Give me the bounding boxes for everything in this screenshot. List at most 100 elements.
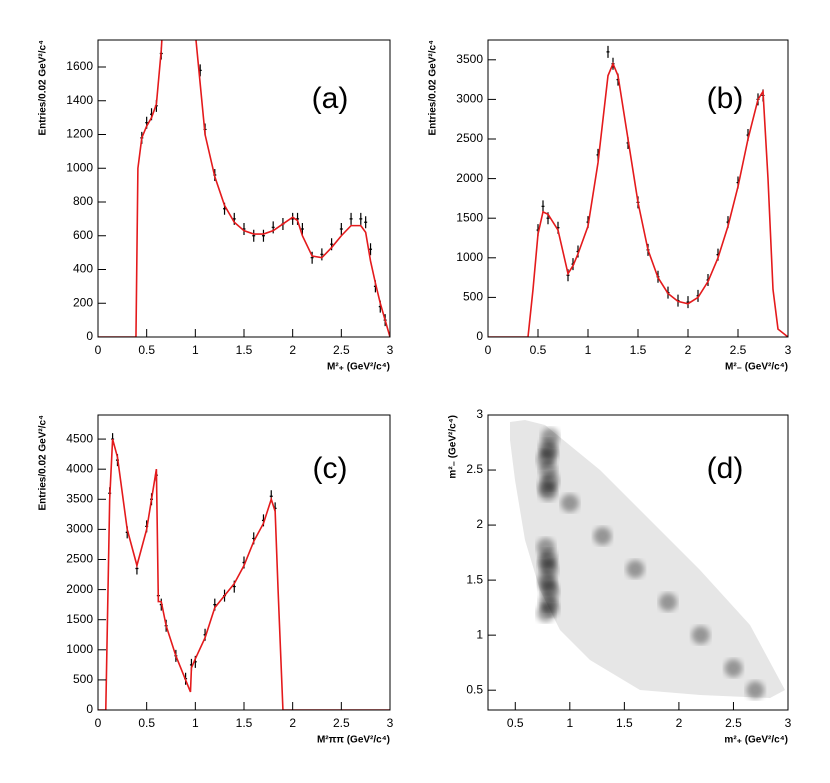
x-tick-label: 0 bbox=[95, 716, 102, 730]
x-tick-label: 1 bbox=[192, 716, 199, 730]
scatter-point bbox=[593, 527, 612, 546]
plot-area bbox=[536, 428, 765, 700]
y-tick-label: 500 bbox=[463, 290, 483, 304]
x-tick-label: 3 bbox=[785, 716, 792, 730]
data-point bbox=[349, 212, 353, 225]
scatter-point bbox=[540, 444, 559, 463]
data-point bbox=[252, 229, 256, 242]
y-tick-label: 1500 bbox=[456, 210, 483, 224]
x-tick-label: 2.5 bbox=[725, 716, 742, 730]
y-tick-label: 0 bbox=[476, 329, 483, 343]
x-tick-label: 0.5 bbox=[507, 716, 524, 730]
y-tick-label: 2000 bbox=[456, 171, 483, 185]
fit-line bbox=[488, 61, 788, 337]
fit-line bbox=[98, 438, 390, 710]
data-point bbox=[300, 223, 304, 235]
y-tick-label: 1000 bbox=[66, 160, 93, 174]
y-tick-label: 1200 bbox=[66, 127, 93, 141]
y-tick-label: 1400 bbox=[66, 93, 93, 107]
x-tick-label: 2.5 bbox=[333, 716, 350, 730]
y-tick-label: 4000 bbox=[66, 461, 93, 475]
y-tick-label: 0 bbox=[86, 329, 93, 343]
y-tick-label: 0 bbox=[86, 702, 93, 716]
data-point bbox=[310, 251, 314, 264]
fit-line bbox=[98, 40, 390, 337]
x-tick-label: 1.5 bbox=[616, 716, 633, 730]
x-tick-label: 3 bbox=[387, 716, 394, 730]
y-tick-label: 1600 bbox=[66, 59, 93, 73]
x-axis-label: M²₊ (GeV²/c⁴) bbox=[327, 362, 390, 373]
x-tick-label: 2 bbox=[289, 343, 296, 357]
dalitz-region bbox=[510, 420, 785, 698]
x-axis-label: M²ππ (GeV²/c⁴) bbox=[317, 735, 390, 746]
x-tick-label: 3 bbox=[785, 343, 792, 357]
scatter-point bbox=[541, 598, 560, 617]
panel-label: (a) bbox=[312, 82, 349, 115]
y-tick-label: 1000 bbox=[66, 642, 93, 656]
y-tick-label: 400 bbox=[73, 262, 93, 276]
x-tick-label: 1.5 bbox=[236, 716, 253, 730]
scatter-point bbox=[537, 477, 556, 496]
data-point bbox=[339, 223, 343, 235]
y-tick-label: 3000 bbox=[66, 522, 93, 536]
y-tick-label: 3 bbox=[476, 407, 483, 421]
data-point bbox=[686, 296, 690, 309]
y-tick-label: 200 bbox=[73, 295, 93, 309]
panel-label: (d) bbox=[707, 452, 744, 485]
x-tick-label: 1.5 bbox=[630, 343, 647, 357]
y-axis-label: Entries/0.02 GeV²/c⁴ bbox=[38, 415, 49, 511]
y-tick-label: 1500 bbox=[66, 612, 93, 626]
data-point bbox=[606, 45, 610, 58]
x-tick-label: 2 bbox=[685, 343, 692, 357]
x-tick-label: 0.5 bbox=[530, 343, 547, 357]
scatter-point bbox=[537, 554, 556, 573]
y-tick-label: 500 bbox=[73, 672, 93, 686]
y-tick-label: 800 bbox=[73, 194, 93, 208]
y-tick-label: 2 bbox=[476, 517, 483, 531]
plot-area bbox=[488, 45, 788, 337]
y-tick-label: 3500 bbox=[456, 52, 483, 66]
y-tick-label: 1.5 bbox=[466, 572, 483, 586]
y-tick-label: 600 bbox=[73, 228, 93, 242]
x-tick-label: 2 bbox=[676, 716, 683, 730]
scatter-point bbox=[536, 538, 555, 557]
y-axis-label: Entries/0.02 GeV²/c⁴ bbox=[38, 40, 49, 136]
y-tick-label: 1 bbox=[476, 627, 483, 641]
x-tick-label: 0.5 bbox=[138, 343, 155, 357]
y-tick-label: 0.5 bbox=[466, 682, 483, 696]
data-point bbox=[261, 229, 265, 242]
scatter-point bbox=[724, 659, 743, 678]
scatter-point bbox=[539, 576, 557, 595]
scatter-point bbox=[746, 681, 765, 700]
x-tick-label: 0 bbox=[95, 343, 102, 357]
y-tick-label: 2.5 bbox=[466, 462, 483, 476]
scatter-point bbox=[541, 428, 560, 447]
y-tick-label: 1000 bbox=[456, 250, 483, 264]
panel-label: (c) bbox=[313, 452, 348, 485]
x-tick-label: 1 bbox=[192, 343, 199, 357]
y-tick-label: 3500 bbox=[66, 491, 93, 505]
data-point bbox=[364, 216, 368, 229]
x-tick-label: 1.5 bbox=[236, 343, 253, 357]
x-tick-label: 3 bbox=[387, 343, 394, 357]
frame bbox=[487, 414, 789, 711]
data-point bbox=[369, 243, 373, 256]
x-tick-label: 2.5 bbox=[730, 343, 747, 357]
y-axis-label: m²₋ (GeV²/c⁴) bbox=[448, 415, 459, 479]
data-point bbox=[320, 248, 324, 261]
plot-area bbox=[98, 433, 390, 710]
y-tick-label: 3000 bbox=[456, 92, 483, 106]
x-tick-label: 2 bbox=[289, 716, 296, 730]
y-axis-label: Entries/0.02 GeV²/c⁴ bbox=[428, 40, 439, 136]
y-tick-label: 2500 bbox=[456, 131, 483, 145]
y-tick-label: 2000 bbox=[66, 582, 93, 596]
x-tick-label: 1 bbox=[566, 716, 573, 730]
x-axis-label: m²₊ (GeV²/c⁴) bbox=[724, 735, 788, 746]
y-tick-label: 2500 bbox=[66, 552, 93, 566]
y-tick-label: 4500 bbox=[66, 431, 93, 445]
x-tick-label: 0 bbox=[485, 343, 492, 357]
scatter-point bbox=[560, 494, 579, 513]
scatter-point bbox=[691, 626, 710, 645]
x-axis-label: M²₋ (GeV²/c⁴) bbox=[725, 362, 788, 373]
